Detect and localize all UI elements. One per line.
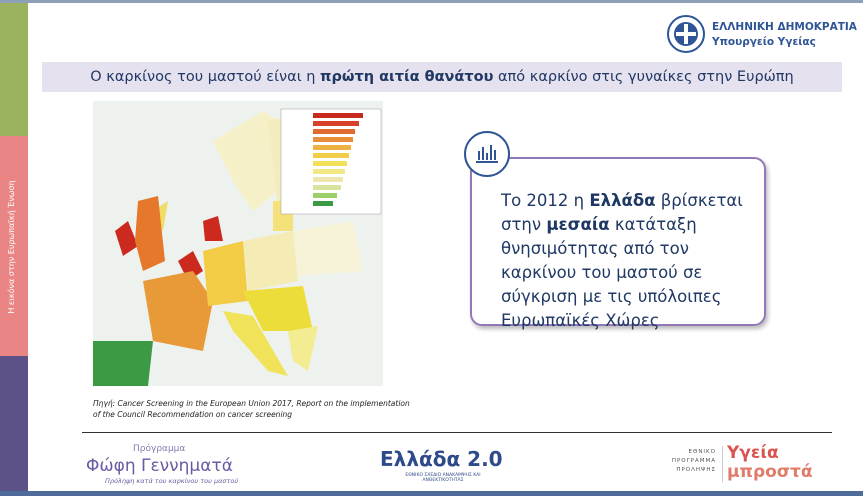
health-line1: Υγεία	[727, 443, 779, 463]
greece20-subtitle: ΕΘΝΙΚΟ ΣΧΕΔΙΟ ΑΝΑΚΑΜΨΗΣ ΚΑΙ ΑΝΘΕΚΤΙΚΟΤΗΤ…	[405, 473, 481, 483]
header-ministry: Υπουργείο Υγείας	[712, 36, 816, 48]
callout-text: βρίσκεται στην	[501, 191, 749, 234]
side-red	[0, 136, 28, 356]
header-country: ΕΛΛΗΝΙΚΗ ΔΗΜΟΚΡΑΤΙΑ	[712, 21, 857, 33]
chart-icon	[464, 131, 510, 177]
europe-map	[93, 101, 383, 386]
health-label: ΕΘΝΙΚΟ ΠΡΟΓΡΑΜΜΑ ΠΡΟΛΗΨΗΣ	[671, 449, 716, 473]
side-label: Η εικόνα στην Ευρωπαϊκή Ένωση	[7, 180, 16, 314]
callout-box: Το 2012 η Ελλάδα βρίσκεται στην μεσαία κ…	[470, 157, 766, 330]
program-name: Φώφη Γεννηματά	[86, 456, 233, 476]
callout-text: Το 2012 η	[501, 191, 590, 210]
health-line2: μπροστά	[727, 462, 813, 482]
side-purple	[0, 356, 28, 491]
title-band: Ο καρκίνος του μαστού είναι η πρώτη αιτί…	[42, 62, 842, 92]
greece20-name: Ελλάδα 2.0	[380, 447, 503, 471]
health-divider	[722, 446, 723, 482]
source-note: Πηγή: Cancer Screening in the European U…	[93, 399, 410, 419]
program-label: Πρόγραμμα	[133, 444, 186, 454]
callout-bold: Ελλάδα	[589, 191, 656, 210]
emblem	[667, 15, 705, 53]
side-green	[0, 3, 28, 136]
program-tagline: Πρόληψη κατά του καρκίνου του μαστού	[105, 477, 239, 485]
title-bold: πρώτη αιτία θανάτου	[320, 69, 494, 85]
bottom-border	[0, 491, 863, 496]
callout-bold: μεσαία	[546, 215, 610, 234]
callout-text: κατάταξη θνησιμότητας από τον καρκίνου τ…	[501, 215, 727, 330]
top-border	[0, 0, 863, 3]
title-text: Ο καρκίνος του μαστού είναι η	[90, 69, 321, 85]
title-text: από καρκίνο στις γυναίκες στην Ευρώπη	[493, 69, 794, 85]
footer-rule	[82, 432, 832, 433]
